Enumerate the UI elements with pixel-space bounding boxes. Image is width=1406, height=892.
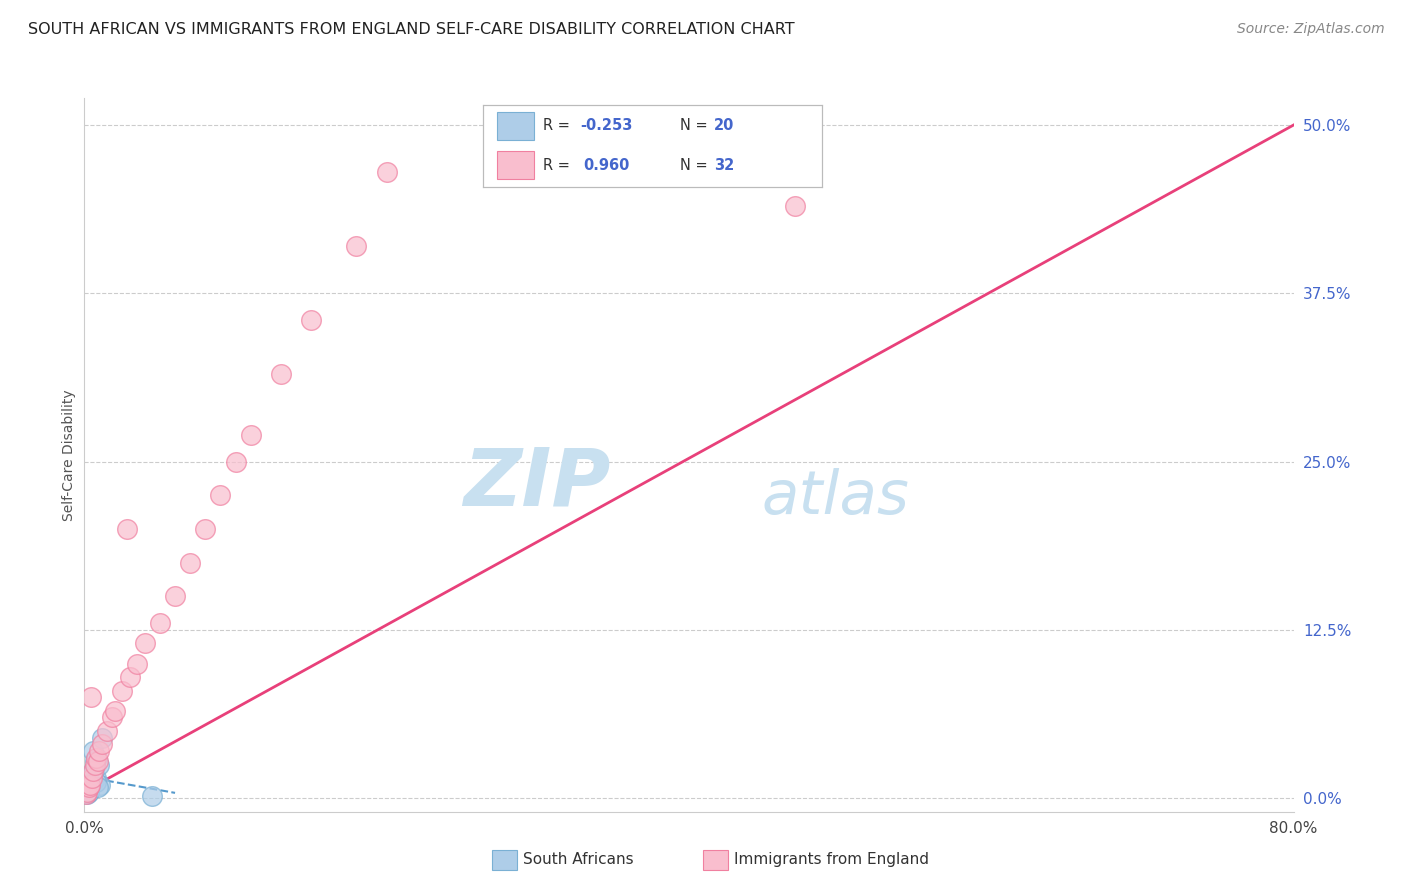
Point [225, 455, 247, 469]
Point [80, 771, 103, 785]
Point [270, 367, 292, 381]
Point [111, 683, 134, 698]
Point [375, 165, 398, 179]
Point [115, 522, 138, 536]
Point [86, 775, 108, 789]
Point [179, 556, 201, 570]
Text: SOUTH AFRICAN VS IMMIGRANTS FROM ENGLAND SELF-CARE DISABILITY CORRELATION CHART: SOUTH AFRICAN VS IMMIGRANTS FROM ENGLAND… [28, 22, 794, 37]
Point [91, 738, 114, 752]
Point [84, 771, 107, 785]
Point [141, 789, 163, 803]
Point [82, 764, 104, 779]
Point [80, 767, 103, 781]
Text: Source: ZipAtlas.com: Source: ZipAtlas.com [1237, 22, 1385, 37]
Point [77, 784, 100, 798]
Point [80, 775, 103, 789]
Point [134, 636, 156, 650]
Point [96, 723, 118, 738]
Point [77, 786, 100, 800]
Point [127, 657, 149, 671]
Text: atlas: atlas [762, 468, 910, 527]
Point [239, 427, 262, 442]
Point [86, 751, 108, 765]
Point [76, 784, 98, 798]
Point [82, 744, 104, 758]
Point [75, 787, 97, 801]
Point [783, 199, 806, 213]
Point [79, 778, 101, 792]
Point [82, 767, 104, 781]
Point [80, 690, 103, 705]
Point [83, 762, 105, 776]
Point [118, 670, 141, 684]
Text: Immigrants from England: Immigrants from England [734, 853, 929, 867]
Point [89, 744, 111, 758]
Point [149, 616, 172, 631]
Point [104, 704, 127, 718]
Point [86, 751, 108, 765]
Point [87, 754, 110, 768]
Point [84, 757, 107, 772]
Point [89, 778, 111, 792]
Point [194, 522, 217, 536]
Point [209, 488, 232, 502]
Text: South Africans: South Africans [523, 853, 634, 867]
Point [87, 780, 110, 795]
Point [76, 783, 98, 797]
Point [77, 780, 100, 795]
Point [91, 731, 114, 745]
Point [299, 313, 322, 327]
Point [76, 787, 98, 801]
Point [79, 780, 101, 795]
Text: ZIP: ZIP [463, 444, 610, 523]
Point [100, 710, 122, 724]
Point [346, 239, 368, 253]
Point [79, 778, 101, 792]
Point [87, 757, 110, 772]
Point [84, 754, 107, 768]
Point [165, 589, 187, 603]
Y-axis label: Self-Care Disability: Self-Care Disability [62, 389, 76, 521]
